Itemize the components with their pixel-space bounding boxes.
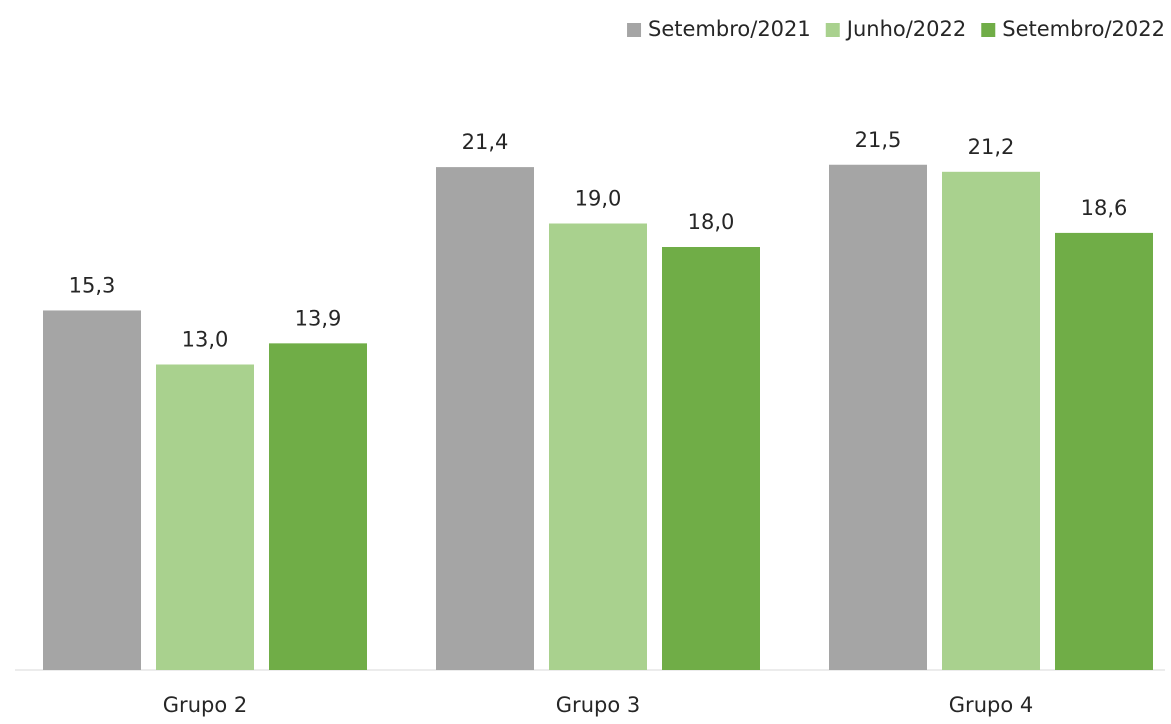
x-tick-label: Grupo 3 <box>556 693 640 717</box>
bar <box>43 310 141 670</box>
bar <box>1055 232 1153 670</box>
bar <box>829 164 927 670</box>
bar <box>156 364 254 670</box>
legend-label: Setembro/2022 <box>1002 17 1165 41</box>
bar <box>269 343 367 670</box>
bar <box>942 171 1040 671</box>
value-label: 21,4 <box>462 130 509 154</box>
bar <box>662 247 760 670</box>
legend-label: Junho/2022 <box>845 17 967 41</box>
value-label: 13,9 <box>295 306 342 330</box>
value-label: 13,0 <box>182 328 229 352</box>
value-label: 15,3 <box>69 273 116 297</box>
legend-swatch <box>825 23 840 37</box>
legend-swatch <box>627 23 642 37</box>
x-tick-label: Grupo 2 <box>163 693 247 717</box>
value-label: 21,2 <box>968 135 1015 159</box>
legend-label: Setembro/2021 <box>648 17 811 41</box>
value-label: 18,6 <box>1081 196 1128 220</box>
legend-swatch <box>981 23 996 37</box>
value-label: 21,5 <box>855 128 902 152</box>
value-label: 18,0 <box>688 210 735 234</box>
x-tick-label: Grupo 4 <box>949 693 1033 717</box>
bar <box>436 167 534 670</box>
bar <box>549 223 647 670</box>
value-label: 19,0 <box>575 187 622 211</box>
